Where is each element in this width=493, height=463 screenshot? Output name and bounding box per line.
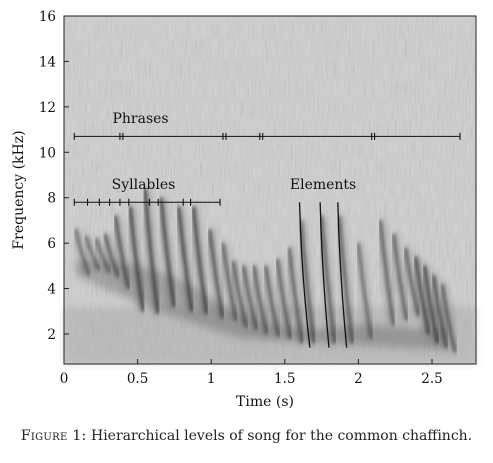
y-tick-label: 12 [39, 100, 56, 116]
note-streak [264, 265, 280, 337]
plot-frame [63, 15, 477, 365]
syllables-label: Syllables [112, 177, 176, 193]
y-tick-label: 14 [39, 54, 56, 70]
y-tick-label: 2 [47, 327, 56, 343]
note-streak [208, 229, 224, 319]
note-streak [103, 233, 120, 278]
caption-text: Hierarchical levels of song for the comm… [86, 428, 473, 444]
note-streak [242, 265, 258, 330]
note-streak [392, 233, 408, 321]
note-streak [114, 215, 130, 289]
note-streak [276, 258, 292, 339]
note-streak [128, 206, 145, 312]
hierarchy-annotations: Phrases Syllables Elements [73, 111, 461, 348]
note-streak [192, 206, 208, 314]
note-streak [287, 247, 304, 344]
x-tick-label: 2 [354, 371, 363, 387]
element-trace [298, 202, 311, 348]
note-streak [357, 243, 373, 339]
y-tick-label: 8 [47, 191, 56, 207]
element-trace [319, 202, 330, 348]
note-streak [414, 256, 430, 335]
phrases-label: Phrases [112, 111, 168, 127]
x-tick-label: 2.5 [421, 371, 442, 387]
note-streak [299, 220, 316, 344]
note-streak [441, 283, 457, 353]
x-tick-label: 1 [207, 371, 216, 387]
note-streak [379, 220, 395, 326]
note-streak [74, 229, 90, 276]
note-streak [159, 197, 176, 307]
y-tick-label: 10 [39, 145, 56, 161]
spectrogram-chart: Phrases Syllables Elements 0 0.5 1 1.5 2 2.5 2 4 6… [11, 9, 477, 410]
spectrogram-background [64, 16, 476, 364]
note-streak [232, 261, 248, 328]
note-streak [404, 247, 420, 317]
note-streak [177, 206, 193, 312]
elements-label: Elements [290, 177, 356, 193]
note-streak [95, 238, 111, 274]
element-trace [337, 202, 348, 348]
x-tick-label: 0 [60, 371, 69, 387]
note-streak [432, 274, 448, 348]
x-tick-label: 0.5 [127, 371, 148, 387]
y-tick-label: 4 [47, 282, 56, 298]
axes: 0 0.5 1 1.5 2 2.5 2 4 6 8 10 12 14 16 Time (s) Frequenc… [11, 9, 477, 410]
x-tick-label: 1.5 [274, 371, 295, 387]
x-axis-label: Time (s) [236, 394, 294, 410]
y-tick-label: 6 [47, 236, 56, 252]
note-streak [338, 215, 354, 344]
y-axis-label: Frequency (kHz) [11, 130, 27, 249]
note-streak [252, 265, 269, 335]
note-streak [320, 215, 336, 344]
note-streak [423, 265, 439, 344]
note-streak [221, 242, 238, 321]
caption-label: Figure 1: [20, 428, 87, 444]
y-tick-label: 16 [39, 9, 56, 25]
note-streak [84, 235, 101, 271]
figure-caption: Figure 1: Hierarchical levels of song fo… [0, 428, 493, 444]
